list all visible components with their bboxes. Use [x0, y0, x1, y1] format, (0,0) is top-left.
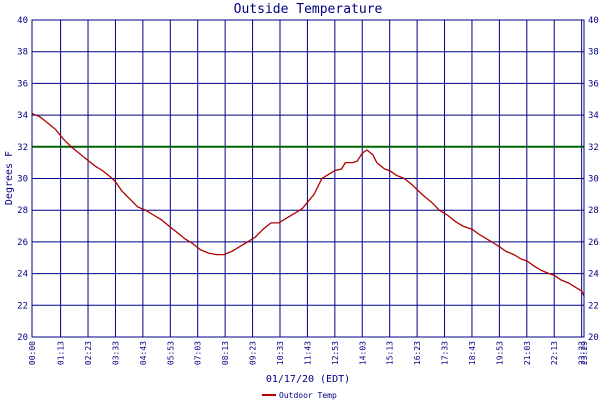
x-tick-label: 08:13: [221, 341, 230, 365]
x-tick-label: 21:03: [523, 341, 532, 365]
x-tick-label: 10:33: [276, 341, 285, 365]
y-tick-label-right: 38: [588, 48, 599, 58]
x-tick-label: 02:23: [84, 341, 93, 365]
x-tick-label: 00:00: [28, 341, 37, 365]
x-tick-label: 01:13: [57, 341, 66, 365]
plot-frame: [31, 19, 585, 338]
y-tick-label-left: 24: [17, 270, 28, 280]
y-tick-label-left: 20: [17, 333, 28, 343]
series-line-outdoor-temp: [31, 112, 585, 297]
y-tick-label-right: 28: [588, 206, 599, 216]
chart-title: Outside Temperature: [234, 2, 383, 17]
y-tick-label-left: 32: [17, 143, 28, 153]
legend-label-outdoor-temp: Outdoor Temp: [279, 391, 337, 400]
x-tick-label: 16:23: [413, 341, 422, 365]
y-tick-label-right: 30: [588, 175, 599, 185]
y-tick-label-left: 26: [17, 238, 28, 248]
x-tick-label: 11:43: [303, 341, 312, 365]
y-tick-label-left: 28: [17, 206, 28, 216]
y-axis-right: 20 22 24 26 28 30 32 34 36 38 40: [588, 16, 599, 343]
y-tick-label-right: 34: [588, 111, 599, 121]
x-tick-label: 14:03: [358, 341, 367, 365]
y-axis-label: Degrees F: [4, 151, 15, 205]
legend: Outdoor Temp: [262, 391, 337, 400]
x-tick-label: 17:33: [441, 341, 450, 365]
x-tick-label: 23:23: [578, 341, 587, 365]
y-tick-label-right: 36: [588, 79, 599, 89]
x-tick-label: 05:53: [166, 341, 175, 365]
x-tick-label: 22:13: [550, 341, 559, 365]
x-tick-label: 03:33: [111, 341, 120, 365]
x-tick-label: 09:23: [249, 341, 258, 365]
x-tick-label: 23:29: [580, 341, 589, 365]
x-tick-label: 07:03: [194, 341, 203, 365]
y-tick-label-right: 22: [588, 301, 599, 311]
x-tick-label: 18:43: [468, 341, 477, 365]
y-tick-label-right: 26: [588, 238, 599, 248]
y-tick-label-right: 40: [588, 16, 599, 26]
y-tick-label-left: 22: [17, 301, 28, 311]
x-axis: 00:00 01:13 02:23 03:33 04:43 05:53 07:03 08:13…: [28, 341, 589, 365]
x-tick-label: 19:53: [495, 341, 504, 365]
x-axis-label: 01/17/20 (EDT): [266, 374, 350, 385]
y-tick-label-right: 20: [588, 333, 599, 343]
y-tick-label-right: 24: [588, 270, 599, 280]
y-tick-label-left: 30: [17, 175, 28, 185]
y-tick-label-left: 40: [17, 16, 28, 26]
y-axis-left: 20 22 24 26 28 30 32 34 36 38 40: [17, 16, 28, 343]
x-tick-label: 15:13: [386, 341, 395, 365]
y-tick-label-right: 32: [588, 143, 599, 153]
y-tick-label-left: 34: [17, 111, 28, 121]
y-tick-label-left: 38: [17, 48, 28, 58]
x-tick-label: 12:53: [331, 341, 340, 365]
x-tick-label: 04:43: [139, 341, 148, 365]
y-tick-label-left: 36: [17, 79, 28, 89]
